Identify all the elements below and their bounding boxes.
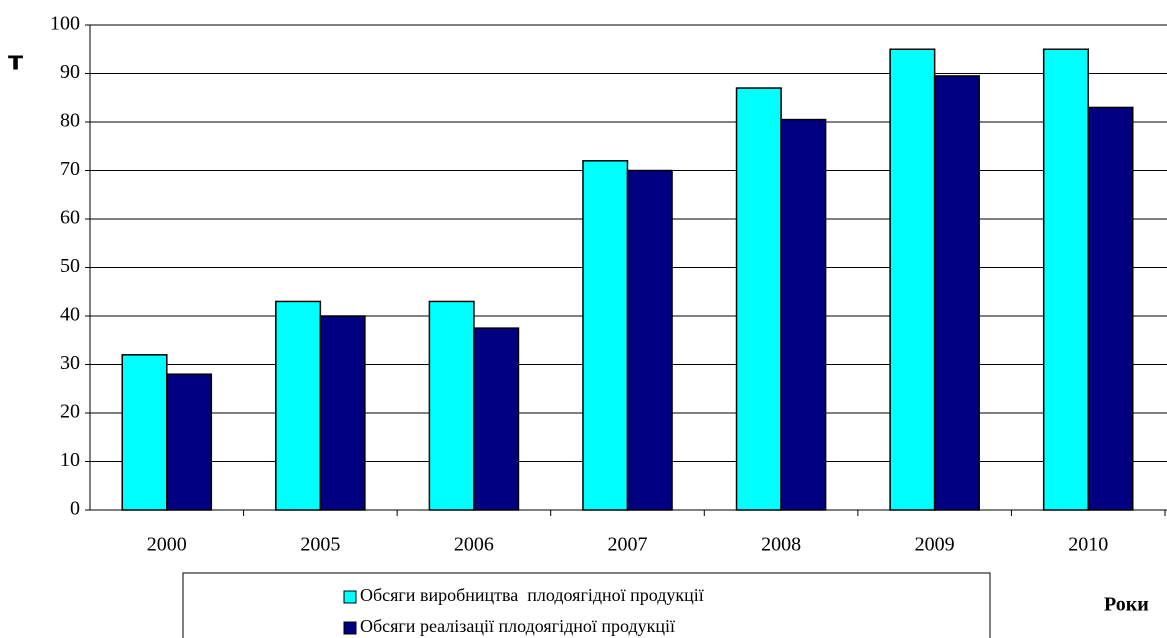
x-tick-label: 2007 (608, 534, 648, 556)
bar (166, 373, 213, 511)
x-tick-label: 2000 (147, 534, 187, 556)
bar (473, 327, 520, 511)
y-tick-label: 0 (70, 498, 80, 520)
bar (1042, 48, 1089, 511)
x-axis-label: Роки (1104, 594, 1149, 616)
bar (275, 300, 322, 511)
legend-label: Обсяги реалізації плодоягідної продукції (360, 616, 675, 636)
bar (319, 315, 366, 511)
bar (735, 87, 782, 511)
x-tick-label: 2006 (454, 534, 494, 556)
x-tick-label: 2009 (915, 534, 955, 556)
bar (428, 300, 475, 511)
y-axis-label: т (8, 47, 23, 77)
y-tick-label: 100 (50, 13, 80, 35)
y-tick-label: 40 (60, 304, 80, 326)
x-tick-label: 2008 (761, 534, 801, 556)
y-tick-label: 90 (60, 61, 80, 83)
bar (780, 118, 827, 511)
y-tick-label: 10 (60, 449, 80, 471)
legend-swatch (343, 590, 357, 604)
y-tick-label: 20 (60, 401, 80, 423)
y-tick-label: 30 (60, 352, 80, 374)
bar (1087, 106, 1134, 511)
bar (889, 48, 936, 511)
bar (582, 160, 629, 511)
bar (121, 354, 168, 511)
y-tick-label: 80 (60, 110, 80, 132)
y-tick-label: 50 (60, 255, 80, 277)
x-tick-label: 2005 (300, 534, 340, 556)
legend-swatch (343, 621, 357, 635)
legend-label: Обсяги виробництва плодоягідної продукці… (360, 585, 704, 605)
y-tick-label: 70 (60, 158, 80, 180)
bar (626, 169, 673, 511)
x-tick-label: 2010 (1068, 534, 1108, 556)
y-tick-label: 60 (60, 207, 80, 229)
bar (933, 75, 980, 511)
legend-box (182, 572, 991, 638)
